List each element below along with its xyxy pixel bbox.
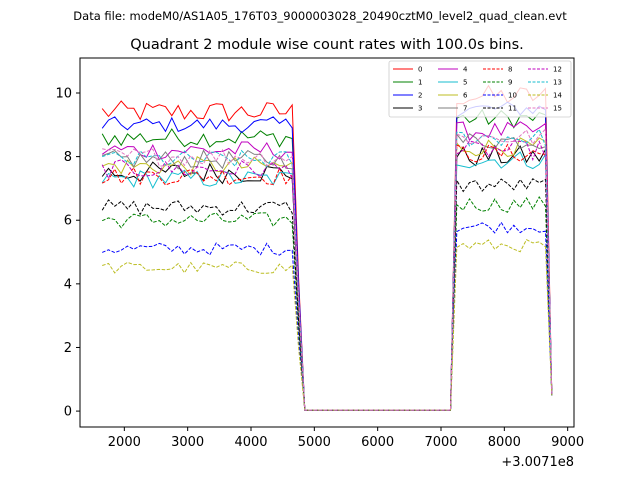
y-tick-label: 6 bbox=[64, 214, 72, 229]
legend-label-11: 11 bbox=[508, 105, 517, 113]
y-tick-label: 10 bbox=[55, 86, 72, 101]
legend-label-2: 2 bbox=[418, 92, 422, 100]
series-line-4 bbox=[101, 121, 553, 411]
y-axis: 0 2 4 6 8 10 bbox=[55, 86, 80, 420]
series-line-5 bbox=[101, 151, 553, 411]
legend-label-9: 9 bbox=[508, 79, 512, 87]
x-axis: 2000 3000 4000 5000 6000 7000 8000 9000 bbox=[108, 427, 584, 450]
x-tick-label: 6000 bbox=[361, 435, 394, 450]
legend-label-13: 13 bbox=[553, 79, 562, 87]
legend-label-6: 6 bbox=[463, 92, 468, 100]
legend-label-5: 5 bbox=[463, 79, 467, 87]
legend-label-15: 15 bbox=[553, 105, 562, 113]
series-layer bbox=[101, 84, 553, 411]
y-tick-label: 4 bbox=[64, 277, 72, 292]
x-tick-label: 3000 bbox=[171, 435, 204, 450]
y-tick-label: 2 bbox=[64, 341, 72, 356]
series-line-11 bbox=[101, 178, 553, 411]
chart-title: Quadrant 2 module wise count rates with … bbox=[130, 37, 524, 53]
legend-label-8: 8 bbox=[508, 66, 512, 74]
series-line-14 bbox=[102, 239, 553, 411]
series-line-7 bbox=[102, 132, 553, 411]
legend-box bbox=[388, 60, 572, 118]
x-tick-label: 7000 bbox=[424, 435, 457, 450]
legend-label-3: 3 bbox=[418, 105, 422, 113]
legend-label-7: 7 bbox=[463, 105, 467, 113]
series-line-3 bbox=[101, 144, 553, 411]
y-tick-label: 0 bbox=[64, 405, 72, 420]
x-tick-label: 2000 bbox=[108, 435, 141, 450]
x-offset-label: +3.0071e8 bbox=[501, 455, 574, 470]
series-line-13 bbox=[102, 128, 553, 411]
series-line-9 bbox=[101, 196, 553, 411]
series-line-6 bbox=[102, 137, 553, 411]
legend-label-0: 0 bbox=[418, 66, 422, 74]
legend-label-4: 4 bbox=[463, 66, 468, 74]
plot-frame bbox=[79, 57, 575, 428]
x-tick-label: 5000 bbox=[298, 435, 331, 450]
x-tick-label: 8000 bbox=[488, 435, 521, 450]
data-file-header: Data file: modeM0/AS1A05_176T03_90000030… bbox=[73, 9, 567, 23]
y-tick-label: 8 bbox=[64, 150, 72, 165]
series-line-8 bbox=[101, 143, 553, 411]
series-line-12 bbox=[101, 140, 553, 411]
series-line-10 bbox=[102, 221, 553, 411]
x-tick-label: 9000 bbox=[551, 435, 584, 450]
legend-label-12: 12 bbox=[553, 66, 562, 74]
legend-label-14: 14 bbox=[553, 92, 562, 100]
legend-label-1: 1 bbox=[418, 79, 422, 87]
x-tick-label: 4000 bbox=[234, 435, 267, 450]
legend-label-10: 10 bbox=[508, 92, 517, 100]
